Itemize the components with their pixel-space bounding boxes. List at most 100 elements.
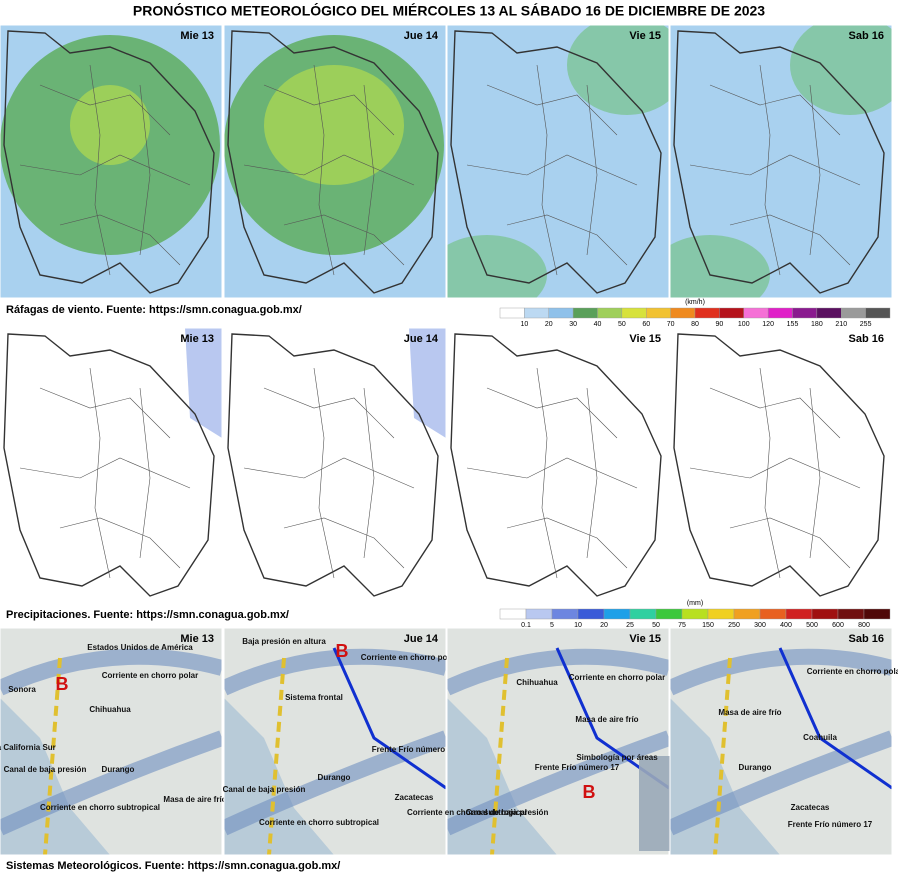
state-outline	[3, 333, 215, 597]
municipal-border	[283, 517, 405, 569]
map	[0, 328, 222, 600]
map	[447, 25, 669, 298]
municipal-border	[709, 84, 841, 136]
scale-swatch	[525, 608, 553, 620]
scale-swatch	[499, 307, 525, 319]
map	[447, 628, 669, 855]
scale-label: 80	[691, 321, 699, 328]
municipal-border	[243, 457, 415, 489]
day-label: Vie 15	[629, 633, 661, 645]
scale-swatch	[572, 307, 598, 319]
panel-border	[669, 24, 893, 299]
scale-swatch	[767, 307, 793, 319]
day-label: Jue 14	[404, 333, 439, 345]
map-panel: Vie 15 B Corriente en chorro polar Chihuahu…	[407, 627, 764, 856]
scale-label: 100	[738, 321, 750, 328]
scale-swatch	[811, 608, 839, 620]
map-panel: Vie 15	[446, 327, 670, 601]
scale-label: 20	[600, 622, 608, 629]
municipal-border	[313, 367, 335, 579]
map-annotation: Frente Frío número 17	[372, 745, 457, 754]
rain-area	[409, 328, 446, 438]
map	[670, 328, 892, 600]
day-label: Mie 13	[180, 333, 214, 345]
municipal-border	[486, 84, 618, 136]
municipal-border	[363, 84, 375, 256]
cold-front	[778, 647, 892, 790]
map-annotation: Baja California Sur	[0, 743, 56, 752]
municipal-border	[809, 387, 821, 559]
scale-label: 255	[860, 321, 872, 328]
day-label: Jue 14	[404, 30, 439, 42]
scale-unit: (mm)	[687, 600, 703, 607]
panel-border	[446, 627, 670, 856]
scale-swatch	[865, 307, 891, 319]
scale-label: 120	[762, 321, 774, 328]
municipal-border	[729, 214, 851, 266]
municipal-border	[263, 387, 395, 439]
scale-swatch	[733, 608, 761, 620]
map-annotation: Zacatecas	[791, 803, 830, 812]
day-label: Sab 16	[849, 633, 884, 645]
municipal-border	[506, 517, 628, 569]
scale-swatch	[694, 307, 720, 319]
scale-label: 10	[520, 321, 528, 328]
scale-label: 70	[667, 321, 675, 328]
map-annotation: Corriente en chorro polar	[569, 673, 665, 682]
panel-border	[446, 327, 670, 601]
wind-area	[567, 25, 669, 115]
scale-swatch	[863, 608, 891, 620]
title: PRONÓSTICO METEOROLÓGICO DEL MIÉRCOLES 1…	[133, 2, 765, 19]
state-outline	[450, 30, 662, 294]
scale-label: 90	[715, 321, 723, 328]
map-annotation: Simbología por áreas	[576, 753, 658, 762]
map-bg	[670, 328, 892, 600]
scale-swatch	[785, 608, 813, 620]
municipal-border	[466, 154, 638, 186]
map	[224, 328, 446, 600]
municipal-border	[89, 367, 111, 579]
municipal-border	[759, 367, 781, 579]
scale-label: 400	[780, 622, 792, 629]
map-annotation: Corriente en chorro subtropical	[407, 808, 527, 817]
scale-swatch	[499, 608, 527, 620]
map-annotation: Masa de aire frío	[718, 708, 781, 717]
scale-swatch	[597, 307, 623, 319]
state-outline	[227, 333, 439, 597]
map-annotation: Sistema frontal	[285, 693, 343, 702]
caption: Ráfagas de viento. Fuente: https://smn.c…	[6, 304, 302, 316]
map-annotation: Corriente en chorro polar	[361, 653, 457, 662]
map-annotation: Frente Frío número 17	[788, 820, 873, 829]
map-annotation: Sonora	[8, 685, 36, 694]
scale-label: 50	[618, 321, 626, 328]
map	[670, 628, 892, 855]
scale-swatch	[655, 608, 683, 620]
scale-label: 180	[811, 321, 823, 328]
map-panel: Mie 13 B Estados Unidos de América Corrient…	[0, 627, 227, 856]
wind-area	[70, 85, 150, 165]
map-annotation: Masa de aire frío	[163, 795, 226, 804]
map	[224, 25, 446, 298]
scale-label: 150	[702, 622, 714, 629]
map-panel: Jue 14 B Baja presión en altura Corriente e…	[223, 627, 457, 856]
municipal-border	[709, 387, 841, 439]
pressure-center: B	[583, 782, 596, 802]
map-annotation: Masa de aire frío	[575, 715, 638, 724]
map-bg	[0, 328, 222, 600]
map-annotation: Durango	[739, 763, 772, 772]
map-annotation: Durango	[318, 773, 351, 782]
map-annotation: Estados Unidos de América	[87, 643, 193, 652]
scale-label: 40	[594, 321, 602, 328]
scale-label: 50	[652, 622, 660, 629]
day-label: Jue 14	[404, 633, 439, 645]
map-annotation: Baja presión en altura	[242, 637, 326, 646]
municipal-border	[466, 457, 638, 489]
map	[224, 628, 446, 855]
caption: Sistemas Meteorológicos. Fuente: https:/…	[6, 860, 340, 872]
scale-swatch	[759, 608, 787, 620]
scale-label: 800	[858, 622, 870, 629]
scale-unit: (km/h)	[685, 299, 705, 306]
scale-label: 30	[569, 321, 577, 328]
scale-swatch	[837, 608, 865, 620]
